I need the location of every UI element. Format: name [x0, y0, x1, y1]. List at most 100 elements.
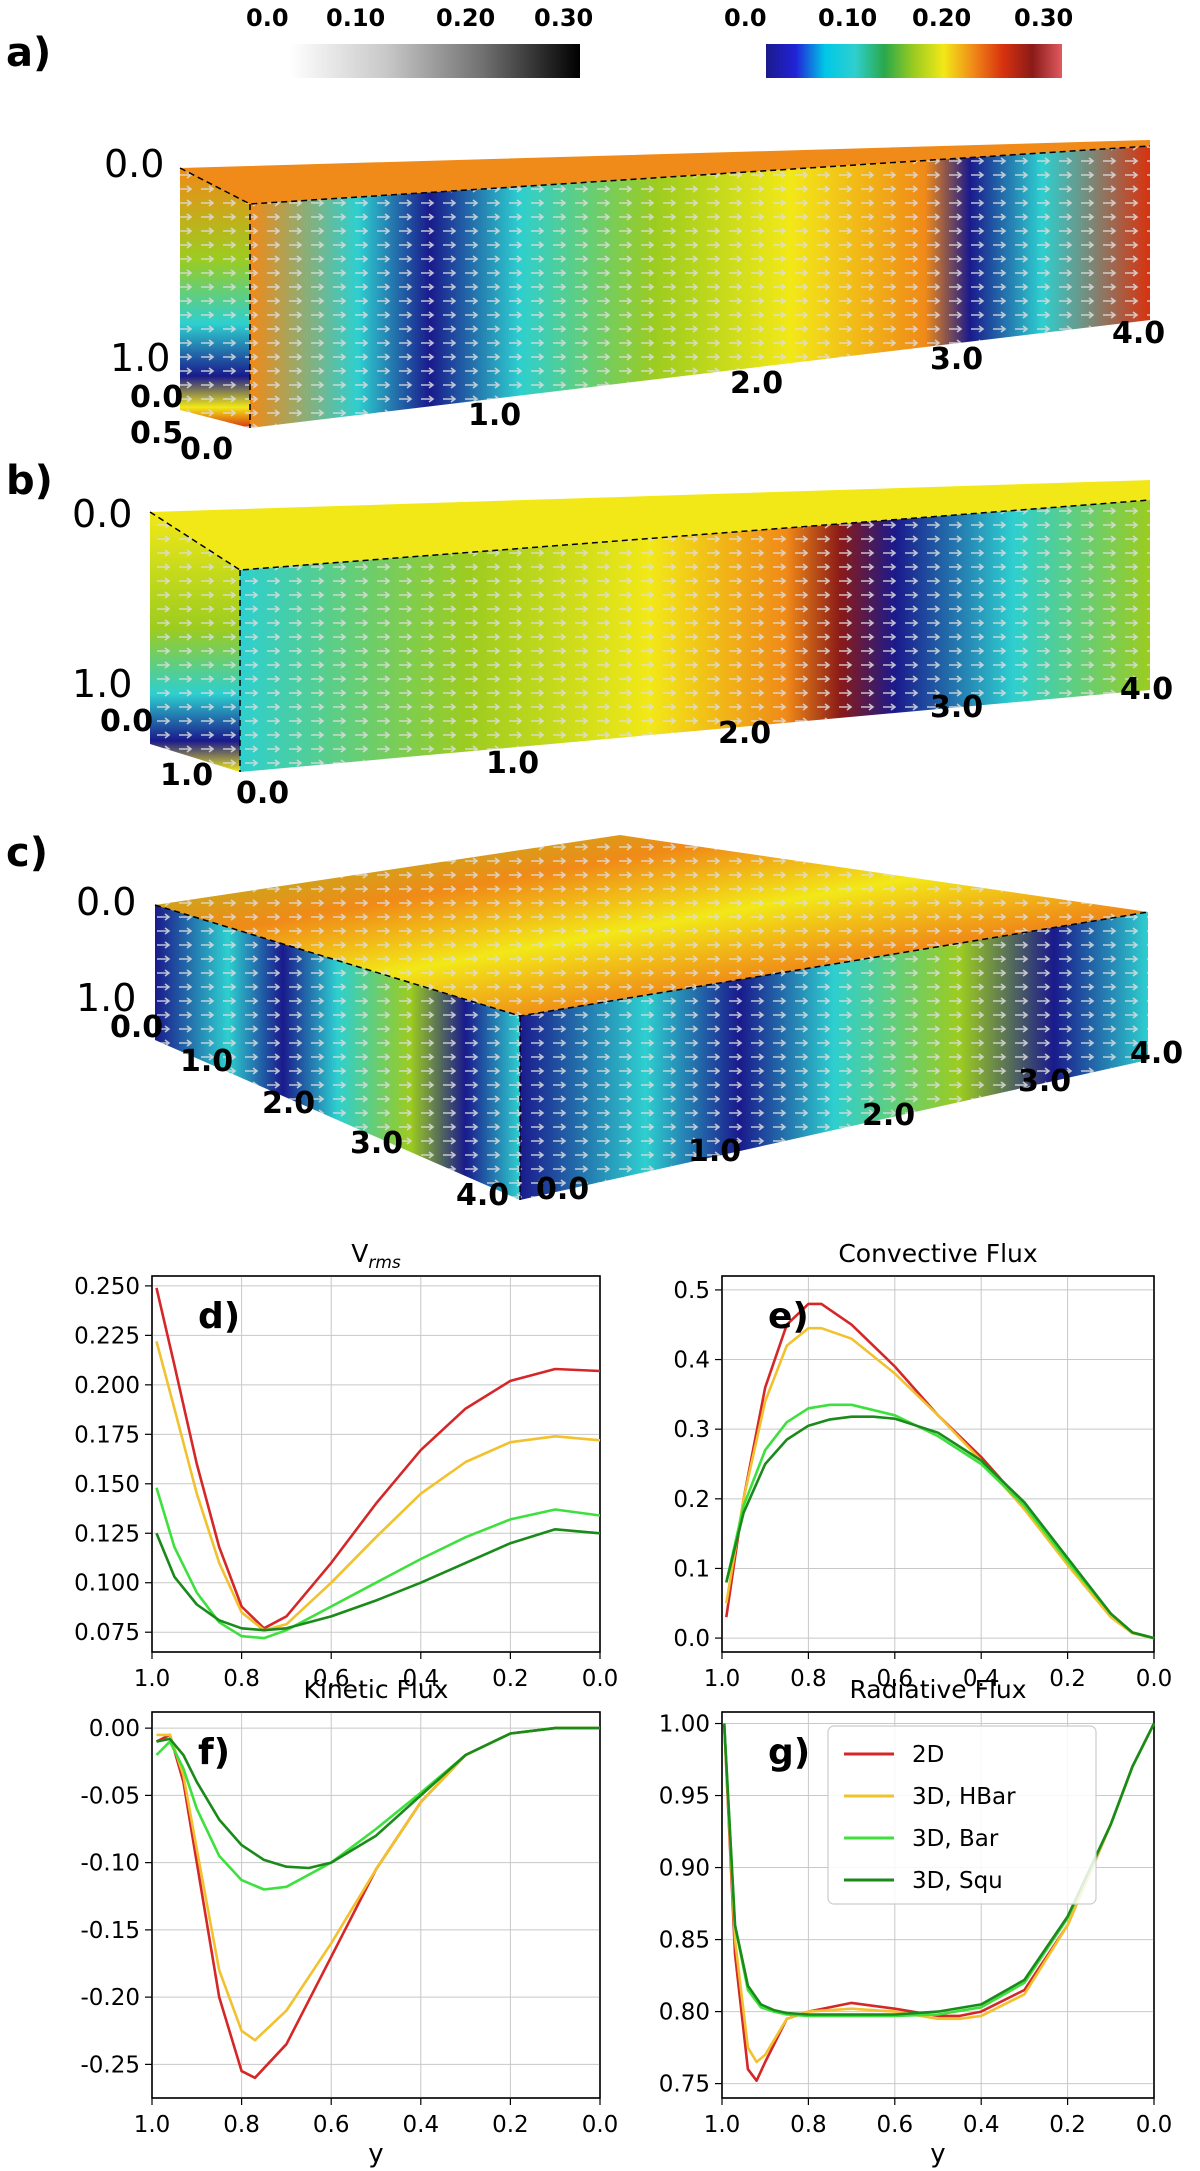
- x-tick-label: 0.0: [582, 2112, 619, 2138]
- gray-cbar-tick: 0.10: [326, 4, 386, 32]
- x-tick-label: 0.4: [963, 2112, 1000, 2138]
- y-tick-label: 0.200: [74, 1373, 140, 1399]
- box-b-axis-label: 1.0: [160, 758, 214, 793]
- grayscale-colorbar: [290, 44, 580, 78]
- y-tick-label: 0.150: [74, 1472, 140, 1498]
- box-a-axis-label: 0.0: [180, 432, 234, 467]
- y-tick-label: -0.05: [80, 1783, 140, 1809]
- panel-label-c: c): [6, 830, 48, 876]
- y-tick-label: 0.75: [659, 2072, 710, 2098]
- box-c-axis-label: 1.0: [688, 1134, 742, 1169]
- chart-title-main: Radiative Flux: [849, 1675, 1026, 1704]
- box-b-axis-label: 0.0: [72, 492, 133, 536]
- chart-f: 1.0 0.8 0.6 0.4 0.2 0.0 0.00 -0.05 -0.10 -0.15 -0.…: [80, 1675, 618, 2169]
- chart-title: Convective Flux: [838, 1239, 1037, 1268]
- plot-border: [151, 1275, 601, 1653]
- box-b-axis-label: 3.0: [930, 690, 984, 725]
- chart-panel-label: f): [198, 1732, 230, 1773]
- series-line-2d: [155, 1287, 601, 1630]
- box-c-axis-label: 0.0: [110, 1010, 164, 1045]
- box-a-axis-label: 1.0: [110, 336, 171, 380]
- box-b-axis-label: 4.0: [1120, 672, 1174, 707]
- y-tick-label: 0.4: [673, 1348, 710, 1374]
- box-a-axis-label: 4.0: [1112, 316, 1166, 351]
- box-a-axis-label: 0.0: [104, 142, 165, 186]
- box-c-axis-label: 0.0: [76, 880, 137, 924]
- x-tick-label: 0.2: [1049, 2112, 1086, 2138]
- plot-frame: [151, 1275, 601, 1653]
- chart-d: 1.0 0.8 0.6 0.4 0.2 0.0 0.250 0.225 0.200 0.175 0.…: [74, 1239, 618, 1692]
- y-tick-label: 0.175: [74, 1422, 140, 1448]
- x-tick-label: 0.0: [582, 1666, 619, 1692]
- chart-title-main: Convective Flux: [838, 1239, 1037, 1268]
- x-tick-label: 0.6: [313, 2112, 350, 2138]
- plot-border: [721, 1711, 1155, 2099]
- legend-label: 2D: [912, 1742, 944, 1768]
- y-tick-label: 0.250: [74, 1274, 140, 1300]
- color-cbar-tick: 0.10: [818, 4, 878, 32]
- box-a-axis-label: 0.5: [130, 416, 184, 451]
- x-tick-label: 0.2: [1049, 1666, 1086, 1692]
- box-c-axis-label: 2.0: [262, 1086, 316, 1121]
- y-tick-label: -0.15: [80, 1918, 140, 1944]
- series-line-3d-hbar: [155, 1340, 601, 1632]
- y-tick-label: 0.5: [673, 1278, 710, 1304]
- x-tick-label: 0.4: [403, 2112, 440, 2138]
- box-c-axis-label: 1.0: [76, 976, 137, 1020]
- x-tick-label: 0.6: [877, 1666, 914, 1692]
- x-tick-label: 0.8: [790, 2112, 827, 2138]
- box-c-axis-label: 2.0: [862, 1098, 916, 1133]
- box-a-axis-label: 3.0: [930, 342, 984, 377]
- y-tick-label: 0.90: [659, 1856, 710, 1882]
- box-b-axis-label: 1.0: [72, 662, 133, 706]
- y-tick-label: 0.225: [74, 1323, 140, 1349]
- series-line-3d-squ: [725, 1415, 1155, 1640]
- chart-panel-label: g): [768, 1732, 810, 1773]
- plot-frame: [151, 1711, 601, 2099]
- y-tick-label: 0.95: [659, 1784, 710, 1810]
- chart-title: Kinetic Flux: [304, 1675, 449, 1704]
- y-tick-label: 0.85: [659, 1928, 710, 1954]
- box-c-axis-label: 3.0: [350, 1126, 404, 1161]
- x-tick-label: 0.8: [223, 1666, 260, 1692]
- y-tick-label: 0.125: [74, 1521, 140, 1547]
- y-tick-label: -0.20: [80, 1985, 140, 2011]
- box-b-axis-label: 0.0: [236, 776, 290, 811]
- x-axis-label: y: [368, 2139, 383, 2169]
- legend-box: [827, 1725, 1097, 1905]
- box-c-axis-label: 4.0: [456, 1178, 510, 1213]
- panel-label-a: a): [6, 30, 52, 76]
- x-tick-label: 0.2: [492, 2112, 529, 2138]
- box-b-axis-label: 0.0: [100, 704, 154, 739]
- x-tick-label: 0.2: [492, 1666, 529, 1692]
- x-tick-label: 0.4: [403, 1666, 440, 1692]
- plot-border: [721, 1275, 1155, 1653]
- legend-label: 3D, Squ: [912, 1868, 1003, 1894]
- x-axis-label: y: [930, 2139, 945, 2169]
- panel-label-b: b): [6, 458, 53, 504]
- series-line-3d-squ: [155, 1528, 601, 1632]
- chart-e: 1.0 0.8 0.6 0.4 0.2 0.0 0.5 0.4 0.3 0.2 0.1 0.0 Conv…: [673, 1239, 1172, 1692]
- chart-title: Radiative Flux: [849, 1675, 1026, 1704]
- plot-border: [151, 1711, 601, 2099]
- x-tick-label: 0.0: [1136, 1666, 1173, 1692]
- y-tick-label: 0.80: [659, 2000, 710, 2026]
- box-b-axis-label: 2.0: [718, 716, 772, 751]
- y-tick-label: -0.25: [80, 2052, 140, 2078]
- gray-cbar-tick: 0.30: [534, 4, 594, 32]
- box-a-axis-label: 2.0: [730, 366, 784, 401]
- y-tick-label: 0.00: [89, 1716, 140, 1742]
- box-c-axis-label: 3.0: [1018, 1064, 1072, 1099]
- box-c-axis-label: 0.0: [536, 1172, 590, 1207]
- color-cbar-tick: 0.20: [912, 4, 972, 32]
- legend-label: 3D, Bar: [912, 1826, 999, 1852]
- x-tick-label: 0.8: [790, 1666, 827, 1692]
- color-cbar-tick: 0.0: [724, 4, 767, 32]
- y-tick-label: 0.0: [673, 1626, 710, 1652]
- chart-title-main: Kinetic Flux: [304, 1675, 449, 1704]
- rainbow-colorbar: [766, 44, 1062, 78]
- x-tick-label: 1.0: [704, 1666, 741, 1692]
- chart-g: 1.0 0.8 0.6 0.4 0.2 0.0 1.00 0.95 0.90 0.85 0.80 0.…: [659, 1675, 1173, 2169]
- x-tick-label: 0.8: [223, 2112, 260, 2138]
- legend-label: 3D, HBar: [912, 1784, 1016, 1810]
